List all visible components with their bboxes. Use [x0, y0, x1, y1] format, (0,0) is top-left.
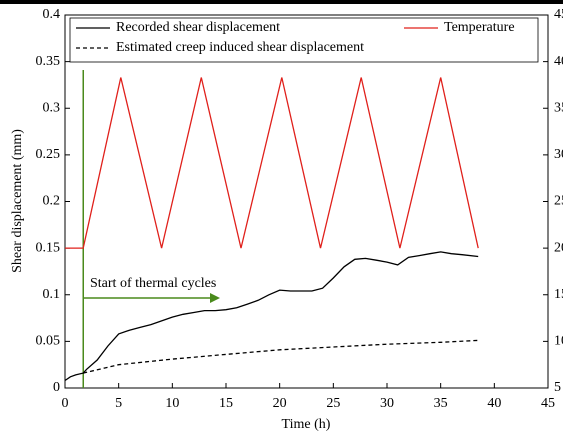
series-line	[65, 77, 479, 249]
y-tick-label: 0.1	[43, 287, 61, 302]
annotation-text: Start of thermal cycles	[90, 276, 216, 291]
x-tick-label: 35	[434, 396, 448, 411]
y-tick-label: 0	[53, 380, 60, 395]
y2-tick-label: 45	[554, 7, 563, 22]
y-tick-label: 0.3	[43, 100, 61, 115]
legend-label: Recorded shear displacement	[116, 20, 280, 35]
y-tick-label: 0.25	[36, 147, 61, 162]
x-tick-label: 30	[380, 396, 394, 411]
x-tick-label: 20	[273, 396, 287, 411]
y2-tick-label: 40	[554, 54, 563, 69]
y-tick-label: 0.4	[43, 7, 61, 22]
x-tick-label: 10	[165, 396, 179, 411]
y2-tick-label: 35	[554, 100, 563, 115]
series-line	[83, 339, 479, 374]
y-tick-label: 0.2	[43, 194, 61, 209]
x-tick-label: 25	[326, 396, 340, 411]
plot-frame	[64, 14, 549, 389]
y2-tick-label: 10	[554, 334, 563, 349]
x-axis-label: Time (h)	[282, 417, 331, 432]
y2-tick-label: 25	[554, 194, 563, 209]
start-arrow-head	[210, 293, 220, 303]
x-tick-label: 15	[219, 396, 233, 411]
y-tick-label: 0.35	[36, 54, 61, 69]
x-tick-label: 40	[487, 396, 501, 411]
y2-tick-label: 5	[554, 380, 561, 395]
y-tick-label: 0.05	[36, 334, 61, 349]
y-tick-label: 0.15	[36, 240, 61, 255]
y-axis-label: Shear displacement (mm)	[10, 129, 25, 273]
legend-box	[69, 17, 539, 63]
x-tick-label: 0	[62, 396, 69, 411]
top-bar	[0, 0, 563, 4]
y2-tick-label: 15	[554, 287, 563, 302]
y2-tick-label: 20	[554, 240, 563, 255]
x-tick-label: 5	[115, 396, 122, 411]
y2-tick-label: 30	[554, 147, 563, 162]
legend-label: Temperature	[444, 20, 515, 35]
series-line	[64, 251, 479, 382]
legend-label: Estimated creep induced shear displaceme…	[116, 40, 364, 55]
x-tick-label: 45	[541, 396, 555, 411]
